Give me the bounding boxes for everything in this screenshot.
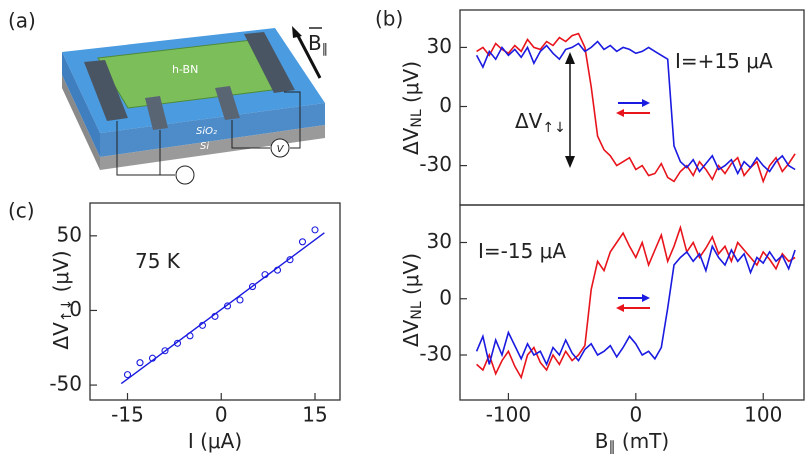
substrate-side [100, 103, 325, 157]
silicon-layer [100, 125, 325, 170]
annotation-sub: ↑↓ [542, 120, 565, 136]
sweep-arrowhead [616, 304, 624, 312]
y-tick-label: 50 [57, 222, 82, 246]
difference-arrowhead [565, 156, 575, 168]
sweep-arrowhead [642, 294, 650, 302]
data-point [161, 347, 169, 355]
annotation: 75 K [135, 249, 181, 273]
x-axis-label: I (μA) [188, 429, 242, 453]
data-point [311, 226, 319, 234]
data-point [173, 339, 182, 347]
data-point [286, 256, 294, 264]
y-tick-label: 0 [439, 285, 452, 309]
data-line [476, 224, 796, 380]
label-part: B [595, 429, 609, 453]
annotation-text: I=-15 μA [478, 239, 566, 263]
data-point [298, 238, 307, 246]
plot-frame [89, 202, 341, 401]
x-tick-label: -100 [486, 403, 531, 427]
y-tick-label: 30 [427, 34, 452, 58]
y-tick-label: 30 [427, 229, 452, 253]
data-line [475, 40, 796, 176]
meter-label: V [277, 144, 285, 155]
y-tick-label: -50 [49, 372, 82, 396]
difference-arrowhead [565, 52, 575, 64]
field-arrow [294, 31, 322, 79]
annotation: I=-15 μA [478, 239, 566, 263]
field-label: B∥ [308, 31, 328, 57]
field-arrowhead [292, 26, 302, 38]
layer-label: Si [200, 141, 209, 152]
electrode [215, 86, 240, 120]
label-part: ΔV [399, 319, 423, 347]
data-point [186, 332, 194, 340]
x-tick-label: 15 [302, 403, 327, 427]
data-point [261, 271, 269, 279]
data-point [248, 283, 257, 291]
x-axis-label: B∥ (mT) [595, 429, 669, 456]
y-tick-label: 0 [69, 297, 82, 321]
plot-frame [459, 9, 805, 206]
annotation-text: 75 K [135, 249, 181, 273]
data-point [236, 296, 244, 304]
x-tick-label: 0 [629, 403, 642, 427]
current-source [175, 165, 195, 185]
device-schematic: h-BN SiO₂ Si V B∥ [62, 26, 328, 185]
label-part: (μV) [399, 253, 423, 301]
x-tick-label: -15 [111, 403, 144, 427]
y-axis-label: ΔVNL (μV) [399, 253, 426, 347]
y-axis-label: ΔVNL (μV) [399, 61, 426, 155]
label-part: (μV) [49, 250, 73, 298]
data-point [198, 321, 207, 329]
annotation: I=+15 μA [675, 49, 773, 73]
silicon-layer [62, 75, 100, 170]
x-tick-label: 100 [744, 403, 782, 427]
annotation: ΔV↑↓ [515, 109, 566, 137]
subscript: ∥ [609, 439, 616, 455]
x-tick-label: 0 [215, 403, 228, 427]
label-part: ΔV [399, 127, 423, 155]
field-symbol: B [308, 31, 322, 55]
data-point [211, 312, 219, 320]
electrode [84, 60, 128, 121]
label-part: (μV) [399, 61, 423, 109]
data-point [223, 302, 232, 310]
y-tick-label: -30 [419, 152, 452, 176]
data-line [476, 32, 796, 184]
y-tick-label: -30 [419, 342, 452, 366]
subscript: NL [409, 301, 425, 319]
wire [159, 130, 175, 176]
data-point [136, 359, 144, 367]
layer-label: h-BN [172, 63, 198, 76]
data-point [123, 371, 132, 379]
wire [116, 121, 175, 176]
y-axis-label: ΔV↑↓ (μV) [49, 250, 76, 349]
wire [231, 120, 270, 149]
plot-frame [459, 204, 805, 401]
data-point [273, 266, 282, 274]
substrate-side [62, 52, 100, 157]
label-part: I (μA) [188, 429, 242, 453]
voltmeter [270, 138, 290, 158]
sweep-arrowhead [616, 109, 624, 117]
wire [284, 91, 301, 149]
subscript: ↑↓ [59, 299, 75, 322]
electrode [244, 32, 295, 93]
label-part: (mT) [616, 429, 670, 453]
layer-label: SiO₂ [196, 126, 217, 137]
annotation-text: ΔV [515, 109, 543, 133]
data-point [148, 354, 157, 362]
panel-label: (c) [8, 199, 35, 223]
subscript: NL [409, 109, 425, 127]
annotation-text: I=+15 μA [675, 49, 773, 73]
data-line [475, 244, 796, 367]
y-tick-label: 0 [439, 93, 452, 117]
label-part: ΔV [49, 322, 73, 350]
electrode [145, 96, 168, 130]
sweep-arrowhead [642, 99, 650, 107]
panel-label: (b) [375, 7, 403, 31]
panel-label: (a) [8, 9, 36, 33]
field-sub: ∥ [322, 42, 329, 57]
